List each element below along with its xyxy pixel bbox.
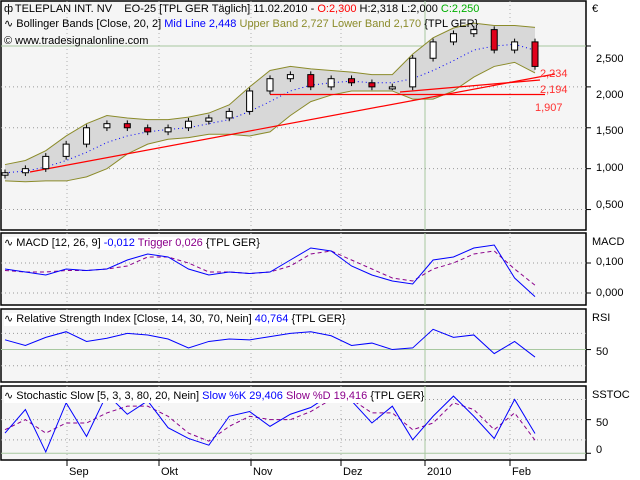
stoch-k-line (4, 393, 536, 454)
x-tick: 2010 (427, 466, 452, 478)
x-tick: Dez (343, 466, 363, 478)
rsi-symbol: {TPL GER} (291, 313, 346, 325)
rsi-axis-title: RSI (592, 312, 611, 324)
stoch-tick: 50 (596, 417, 609, 429)
price-annotation: 1,907 (535, 102, 563, 114)
bollinger-legend[interactable]: ∿ Bollinger Bands [Close, 20, 2] Mid Lin… (4, 18, 478, 31)
candle-body (368, 82, 376, 88)
price-tick: 2,000 (596, 89, 624, 101)
trend-line (399, 79, 541, 93)
indicator-wave-icon: ∿ (4, 313, 14, 325)
candle-body (1, 172, 9, 176)
rsi-tick: 50 (596, 346, 609, 358)
candlestick-icon: ф (4, 3, 14, 15)
stoch-d-line (4, 398, 536, 442)
stoch-axis-title: SSTOC (592, 389, 630, 401)
low-value: L:2,000 (401, 3, 438, 15)
candle-body (286, 74, 294, 80)
stoch-d: Slow %D 19,416 (285, 390, 368, 402)
price-tick: 1,000 (596, 162, 624, 174)
candle-body (21, 168, 29, 174)
exchange-info: EO-25 [TPL GER Täglich] (124, 3, 251, 15)
bollinger-upper-line (4, 22, 536, 166)
candle-body (62, 143, 70, 157)
price-tick: 0,500 (596, 199, 624, 211)
macd-trigger: Trigger 0,026 (137, 237, 203, 249)
close-value: C:2,250 (440, 3, 480, 15)
candle-body (123, 123, 131, 129)
macd-legend[interactable]: ∿ MACD [12, 26, 9] -0,012 Trigger 0,026 … (4, 237, 260, 250)
candle-body (164, 127, 172, 133)
bollinger-band-fill (5, 23, 535, 182)
bollinger-mid: Mid Line 2,448 (164, 18, 237, 30)
trend-line (29, 73, 556, 173)
macd-axis-title: MACD (592, 236, 625, 248)
candle-body (388, 86, 396, 90)
indicator-wave-icon: ∿ (4, 18, 14, 30)
open-value: O:2,300 (317, 3, 357, 15)
bollinger-lower: Lower Band 2,170 (331, 18, 422, 30)
macd-tick: 0,000 (596, 287, 624, 299)
rsi-label: Relative Strength Index [Close, 14, 30, … (16, 313, 252, 325)
candle-body (348, 78, 356, 84)
high-value: H:2,318 (359, 3, 399, 15)
candle-body (266, 78, 274, 92)
indicator-wave-icon: ∿ (4, 237, 14, 249)
candle-body (225, 110, 233, 119)
candle-body (531, 41, 539, 67)
price-tick: 1,500 (596, 125, 624, 137)
bollinger-mid-line (4, 43, 536, 174)
macd-symbol: {TPL GER} (205, 237, 260, 249)
candle-body (83, 127, 91, 145)
macd-label: MACD [12, 26, 9] (16, 237, 101, 249)
candle-body (184, 120, 192, 129)
rsi-value: 40,764 (254, 313, 289, 325)
stoch-symbol: {TPL GER} (370, 390, 425, 402)
stoch-label: Stochastic Slow [5, 3, 3, 80, 20, Nein] (16, 390, 200, 402)
copyright: © www.tradesignalonline.com (4, 35, 149, 47)
candle-body (144, 127, 152, 133)
price-tick: 2,500 (596, 53, 624, 65)
x-tick: Feb (512, 466, 531, 478)
x-tick: Nov (253, 466, 273, 478)
candle-body (511, 41, 519, 51)
candle-body (246, 90, 254, 112)
macd-line (4, 244, 536, 297)
instrument-name: TELEPLAN INT. NV (14, 3, 113, 15)
stoch-legend[interactable]: ∿ Stochastic Slow [5, 3, 3, 80, 20, Nein… (4, 390, 425, 403)
candle-body (449, 33, 457, 43)
bollinger-symbol: {TPL GER} (424, 18, 479, 30)
quote-date: 11.02.2010 - (253, 3, 315, 15)
candle-body (327, 78, 335, 88)
candle-body (42, 155, 50, 170)
stoch-tick: 0 (596, 444, 603, 456)
x-tick: Okt (161, 466, 179, 478)
price-annotation: 2,194 (540, 84, 568, 96)
candle-body (307, 74, 315, 88)
currency-label: € (592, 3, 599, 15)
macd-tick: 0,100 (596, 256, 624, 268)
candle-body (490, 29, 498, 51)
rsi-legend[interactable]: ∿ Relative Strength Index [Close, 14, 30… (4, 313, 346, 326)
stoch-k: Slow %K 29,406 (202, 390, 283, 402)
candle-body (205, 117, 213, 122)
rsi-line (4, 328, 536, 358)
indicator-wave-icon: ∿ (4, 390, 14, 402)
candle-body (103, 123, 111, 129)
macd-value: -0,012 (103, 237, 135, 249)
candle-body (429, 41, 437, 59)
bollinger-label: Bollinger Bands [Close, 20, 2] (16, 18, 162, 30)
price-annotation: 2,234 (540, 68, 568, 80)
candle-body (409, 57, 417, 88)
bollinger-upper: Upper Band 2,727 (239, 18, 329, 30)
x-tick: Sep (69, 466, 89, 478)
candle-body (470, 29, 478, 35)
instrument-header: ф TELEPLAN INT. NV EO-25 [TPL GER Täglic… (4, 3, 479, 16)
